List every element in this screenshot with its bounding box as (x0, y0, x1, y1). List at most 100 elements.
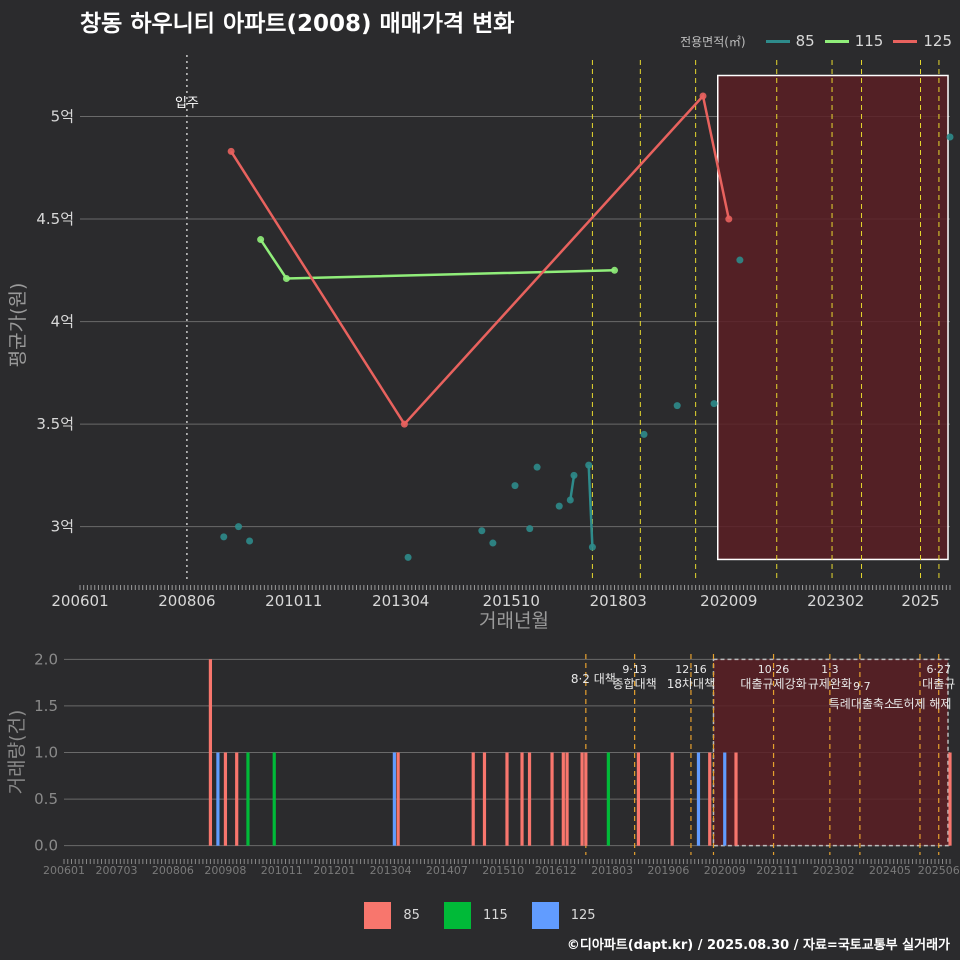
bar-85 (223, 752, 228, 846)
data-point-85 (640, 430, 648, 438)
data-point-85 (555, 502, 563, 510)
policy-annotation-2: 12·16 (675, 663, 707, 676)
bottom-x-tick-label: 202405 (869, 864, 911, 877)
bottom-x-tick-label: 201011 (261, 864, 303, 877)
policy-annotation-3: 10·26 (758, 663, 790, 676)
data-point-85 (526, 525, 534, 533)
policy-annotation-7: 6·27 (926, 663, 951, 676)
data-point-85 (946, 133, 954, 141)
bar-85 (708, 752, 712, 846)
top-x-axis-label: 거래년월 (479, 610, 549, 632)
policy-annotation-5: 9·7 (853, 680, 871, 693)
legend-top-item-125: 125 (893, 32, 952, 50)
legend-top-label-115: 115 (854, 32, 884, 50)
data-point-85 (570, 471, 578, 479)
legend-bottom-swatch-125 (531, 901, 559, 929)
bottom-y-tick-label: 0.0 (34, 837, 58, 855)
legend-top-swatch-85 (765, 39, 790, 43)
bar-125 (696, 752, 701, 846)
policy-annotation-3: 대출규제강화 (740, 677, 806, 691)
bar-85 (580, 752, 584, 846)
data-point-85 (566, 496, 574, 504)
bottom-x-tick-label: 201304 (370, 864, 412, 877)
legend-top-title: 전용면적(㎡) (680, 34, 746, 49)
bottom-x-tick-label: 201201 (313, 864, 355, 877)
legend-top-item-85: 85 (765, 32, 815, 50)
top-x-tick-label: 201510 (483, 592, 540, 610)
top-x-tick-label: 200806 (158, 592, 215, 610)
bar-85 (948, 752, 952, 846)
bar-85 (561, 752, 565, 846)
data-point-125 (227, 147, 235, 155)
data-point-85 (533, 463, 541, 471)
data-point-115 (257, 236, 265, 244)
data-point-125 (400, 420, 408, 428)
legend-top-item-115: 115 (824, 32, 884, 50)
data-point-85 (404, 553, 412, 561)
legend-bottom-swatch-85 (364, 901, 392, 929)
series-line-125-0 (230, 93, 731, 427)
data-point-85 (736, 256, 744, 264)
data-point-85 (220, 533, 228, 541)
legend-bottom-swatch-115 (443, 901, 471, 929)
top-x-tick-label: 202302 (807, 592, 864, 610)
data-point-115 (611, 266, 619, 274)
top-y-axis-label: 평균가(원) (7, 283, 29, 368)
bar-85 (235, 752, 239, 846)
top-x-tick-label: 200601 (51, 592, 108, 610)
legend-bottom-label-125: 125 (570, 907, 596, 923)
data-point-85 (489, 539, 497, 547)
bar-85 (734, 752, 738, 846)
bottom-y-tick-label: 1.5 (34, 697, 58, 715)
bottom-x-tick-label: 200703 (96, 864, 138, 877)
bar-85 (520, 752, 524, 846)
bar-125 (392, 752, 396, 846)
legend-top: 전용면적(㎡) 85 115 125 (680, 31, 952, 51)
data-point-85 (511, 482, 519, 490)
series-line-85-0 (569, 475, 576, 501)
bar-125 (723, 752, 727, 846)
top-y-tick-label: 3억 (51, 518, 74, 536)
bottom-x-tick-label: 202111 (756, 864, 798, 877)
bar-85 (482, 752, 487, 846)
bar-85 (636, 752, 640, 846)
bottom-x-tick-label: 200908 (204, 864, 246, 877)
bottom-x-tick-label: 202302 (813, 864, 855, 877)
series-line-85-1 (587, 465, 594, 548)
data-point-85 (710, 400, 718, 408)
bar-85 (670, 752, 674, 846)
policy-annotation-1: 종합대책 (613, 676, 657, 691)
legend-bottom-label-85: 85 (403, 907, 420, 923)
top-x-tick-label: 202009 (700, 592, 757, 610)
bar-115 (246, 752, 250, 846)
policy-annotation-4: 규제완화 (808, 677, 852, 691)
policy-annotation-0: 8·2 대책 (571, 671, 616, 686)
bottom-x-tick-label: 201803 (591, 864, 633, 877)
bar-125 (216, 752, 220, 846)
bottom-y-tick-label: 1.0 (34, 744, 58, 762)
policy-annotation-7: 대출규 (922, 677, 955, 691)
data-point-125 (725, 215, 733, 223)
bottom-x-tick-label: 201407 (426, 864, 468, 877)
bottom-x-tick-label: 201906 (647, 864, 689, 877)
data-point-85 (478, 527, 486, 535)
bottom-x-tick-label: 202506 (918, 864, 960, 877)
top-x-tick-label: 201803 (590, 592, 647, 610)
legend-bottom-label-115: 115 (482, 907, 508, 923)
chart-title: 창동 하우니티 아파트(2008) 매매가격 변화 (80, 11, 515, 37)
bar-85 (396, 752, 400, 846)
bottom-x-tick-label: 200601 (43, 864, 85, 877)
data-point-85 (235, 523, 243, 531)
data-point-85 (588, 543, 596, 551)
policy-annotation-4: 1·3 (821, 663, 839, 676)
footer-credit: ©디아파트(dapt.kr) / 2025.08.30 / 자료=국토교통부 실… (566, 938, 950, 953)
legend-top-label-85: 85 (795, 32, 815, 50)
top-y-tick-label: 5억 (51, 108, 74, 126)
data-point-115 (282, 275, 290, 283)
bar-115 (606, 752, 610, 846)
policy-annotation-1: 9·13 (622, 663, 647, 676)
bar-85 (505, 752, 509, 846)
series-line-115-0 (259, 238, 615, 280)
